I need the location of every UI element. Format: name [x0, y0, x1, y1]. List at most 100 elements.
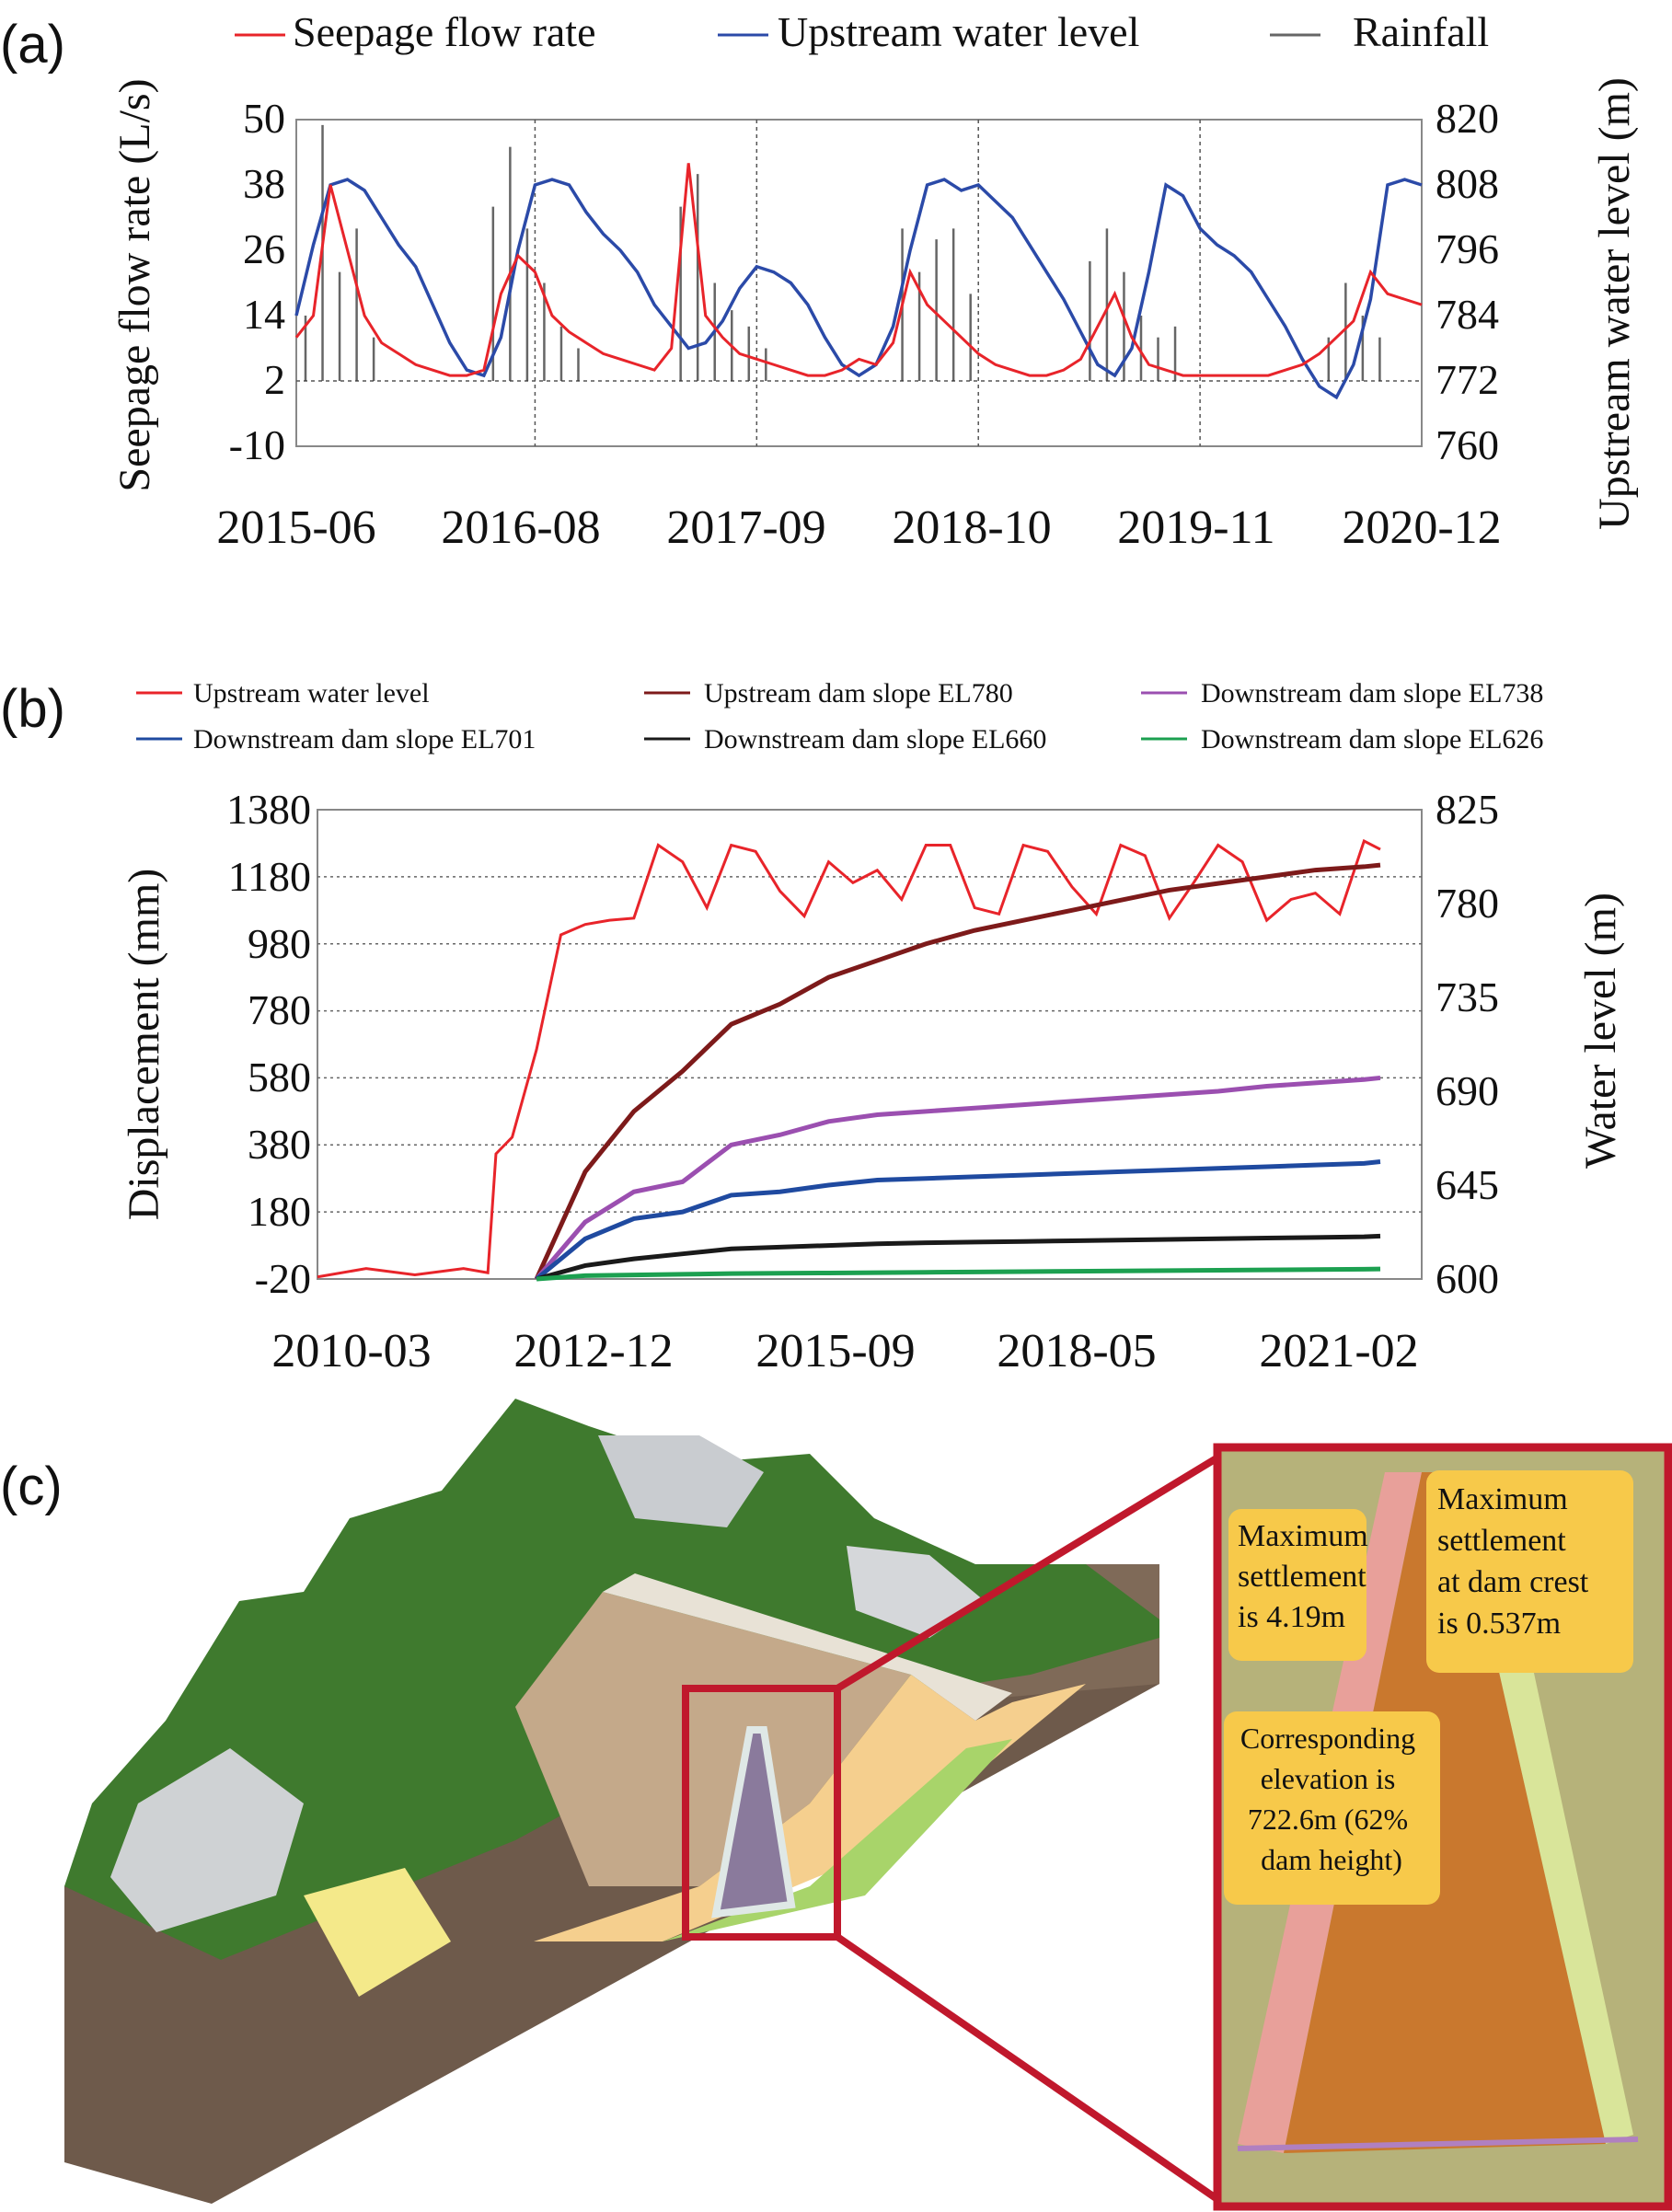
callout-2-line-1: Maximum: [1437, 1482, 1568, 1516]
displacement-line-el738: [535, 1075, 1381, 1281]
callout-text-2: Maximum settlement at dam crest is 0.537…: [1437, 1482, 1597, 1641]
y-axis-label-b-right: Water level (m): [1576, 893, 1625, 1169]
y-ticks-right-a: 820 808 796 784 772 760: [1436, 95, 1499, 468]
x-tick-a: 2017-09: [666, 501, 825, 554]
y-tick-a-left: 26: [243, 225, 285, 272]
y-tick-b-right: 825: [1436, 786, 1499, 833]
rock-patch-left: [110, 1748, 304, 1932]
x-tick-a: 2020-12: [1342, 501, 1501, 554]
y-tick-a-right: 772: [1436, 356, 1499, 403]
callout-1-line-3: is 4.19m: [1238, 1600, 1345, 1634]
callout-3-line-4: dam height): [1261, 1843, 1402, 1876]
displacement-line-el701: [535, 1159, 1381, 1281]
y-tick-b-right: 735: [1436, 974, 1499, 1020]
rock-patch-right: [847, 1546, 985, 1638]
callout-max-settlement: Maximum settlement is 4.19m: [1228, 1509, 1376, 1661]
spillway-structure: [304, 1868, 451, 1997]
x-tick-a: 2018-10: [892, 501, 1051, 554]
panel-label-a: (a): [0, 15, 65, 75]
x-tick-a: 2015-06: [216, 501, 375, 554]
x-tick-b: 2021-02: [1259, 1325, 1418, 1377]
y-axis-label-a-left: Seepage flow rate (L/s): [110, 78, 159, 491]
y-tick-b-right: 780: [1436, 880, 1499, 927]
dam-3d-model: [64, 1399, 1227, 2207]
dam-crest: [603, 1573, 1012, 1721]
displacement-line-el626: [536, 1266, 1381, 1282]
y-tick-a-left: 38: [243, 160, 285, 207]
panel-label-b: (b): [0, 679, 65, 739]
gridlines-a: [296, 120, 1422, 446]
callout-text-3: Corresponding elevation is 722.6m (62% d…: [1240, 1722, 1423, 1876]
displacement-line-el660: [536, 1233, 1381, 1282]
legend-label-rain: Rainfall: [1353, 8, 1489, 55]
dam-green-zone: [663, 1739, 1012, 1941]
callout-text-1: Maximum settlement is 4.19m: [1238, 1519, 1376, 1634]
y-tick-b-right: 690: [1436, 1067, 1499, 1114]
panel-a: (a) Seepage flow rate Upstream water lev…: [0, 8, 1639, 554]
callout-box-1: [1228, 1509, 1366, 1661]
legend-label-b-el738: Downstream dam slope EL738: [1201, 678, 1543, 709]
zoom-connector-bottom: [835, 1933, 1227, 2207]
callout-1-line-2: settlement: [1238, 1560, 1366, 1594]
y-ticks-right-b: 825 780 735 690 645 600: [1436, 786, 1499, 1302]
callout-2-line-4: is 0.537m: [1437, 1607, 1561, 1641]
y-tick-b-right: 600: [1436, 1255, 1499, 1302]
core-fill: [1284, 1472, 1606, 2153]
callout-3-line-1: Corresponding: [1240, 1722, 1415, 1755]
y-tick-b-right: 645: [1436, 1161, 1499, 1208]
legend-label-b-el701: Downstream dam slope EL701: [193, 724, 536, 755]
y-ticks-left-b: 1380 1180 980 780 580 380 180 -20: [226, 786, 311, 1302]
x-tick-b: 2012-12: [513, 1325, 673, 1377]
x-ticks-a: 2015-06 2016-08 2017-09 2018-10 2019-11 …: [216, 501, 1501, 554]
dam-upstream-slope: [515, 1592, 911, 1886]
zoomed-cross-section: Maximum settlement is 4.19m Maximum sett…: [1213, 1443, 1672, 2211]
y-tick-b-left: 180: [248, 1188, 311, 1235]
callout-2-line-3: at dam crest: [1437, 1565, 1589, 1599]
x-tick-b: 2015-09: [755, 1325, 915, 1377]
callout-1-line-1: Maximum: [1238, 1519, 1368, 1553]
y-ticks-left-a: 50 38 26 14 2 -10: [229, 95, 285, 468]
upstream-water-level-line: [294, 178, 1423, 400]
callout-2-line-2: settlement: [1437, 1524, 1566, 1558]
zoom-region-frame: [682, 1685, 841, 1941]
y-tick-b-left: 980: [248, 920, 311, 967]
x-ticks-b: 2010-03 2012-12 2015-09 2018-05 2021-02: [271, 1325, 1418, 1377]
legend-label-seepage: Seepage flow rate: [293, 8, 596, 55]
rainfall-bars: [304, 124, 1381, 381]
panel-c: (c): [0, 1399, 1672, 2211]
y-tick-a-right: 808: [1436, 160, 1499, 207]
y-tick-b-left: 1380: [226, 786, 311, 833]
callout-crest-settlement: Maximum settlement at dam crest is 0.537…: [1426, 1470, 1633, 1673]
y-tick-a-right: 820: [1436, 95, 1499, 142]
displacement-line-el780: [534, 862, 1381, 1281]
y-tick-a-left: 14: [243, 291, 285, 338]
plot-area-b: [317, 809, 1423, 1280]
y-tick-a-left: 2: [264, 356, 285, 403]
rock-patch-top: [598, 1435, 764, 1527]
plot-area-a: [295, 119, 1423, 447]
y-tick-a-right: 796: [1436, 225, 1499, 272]
legend-label-b-el626: Downstream dam slope EL626: [1201, 724, 1543, 755]
x-tick-a: 2019-11: [1117, 501, 1274, 554]
callout-3-line-3: 722.6m (62%: [1248, 1803, 1408, 1836]
legend-label-water: Upstream water level: [778, 8, 1139, 55]
callout-box-3: [1224, 1711, 1440, 1905]
seepage-flow-rate-line: [294, 163, 1423, 377]
zoom-connector-top: [835, 1450, 1227, 1692]
y-tick-a-left: 50: [243, 95, 285, 142]
y-tick-b-left: 1180: [228, 853, 311, 900]
y-tick-a-left: -10: [229, 421, 285, 468]
callout-3-line-2: elevation is: [1261, 1762, 1396, 1795]
legend-label-b-el660: Downstream dam slope EL660: [704, 724, 1046, 755]
y-tick-b-left: 580: [248, 1054, 311, 1100]
y-tick-a-right: 784: [1436, 291, 1499, 338]
legend-b: Upstream water level Upstream dam slope …: [136, 678, 1543, 755]
series-lines-a: [294, 163, 1423, 400]
core-base-line: [1237, 2137, 1639, 2151]
legend-label-b-el780: Upstream dam slope EL780: [704, 678, 1013, 709]
callout-box-2: [1426, 1470, 1633, 1673]
callout-elevation: Corresponding elevation is 722.6m (62% d…: [1224, 1711, 1440, 1905]
y-tick-a-right: 760: [1436, 421, 1499, 468]
x-tick-b: 2010-03: [271, 1325, 431, 1377]
y-tick-b-left: 380: [248, 1121, 311, 1168]
